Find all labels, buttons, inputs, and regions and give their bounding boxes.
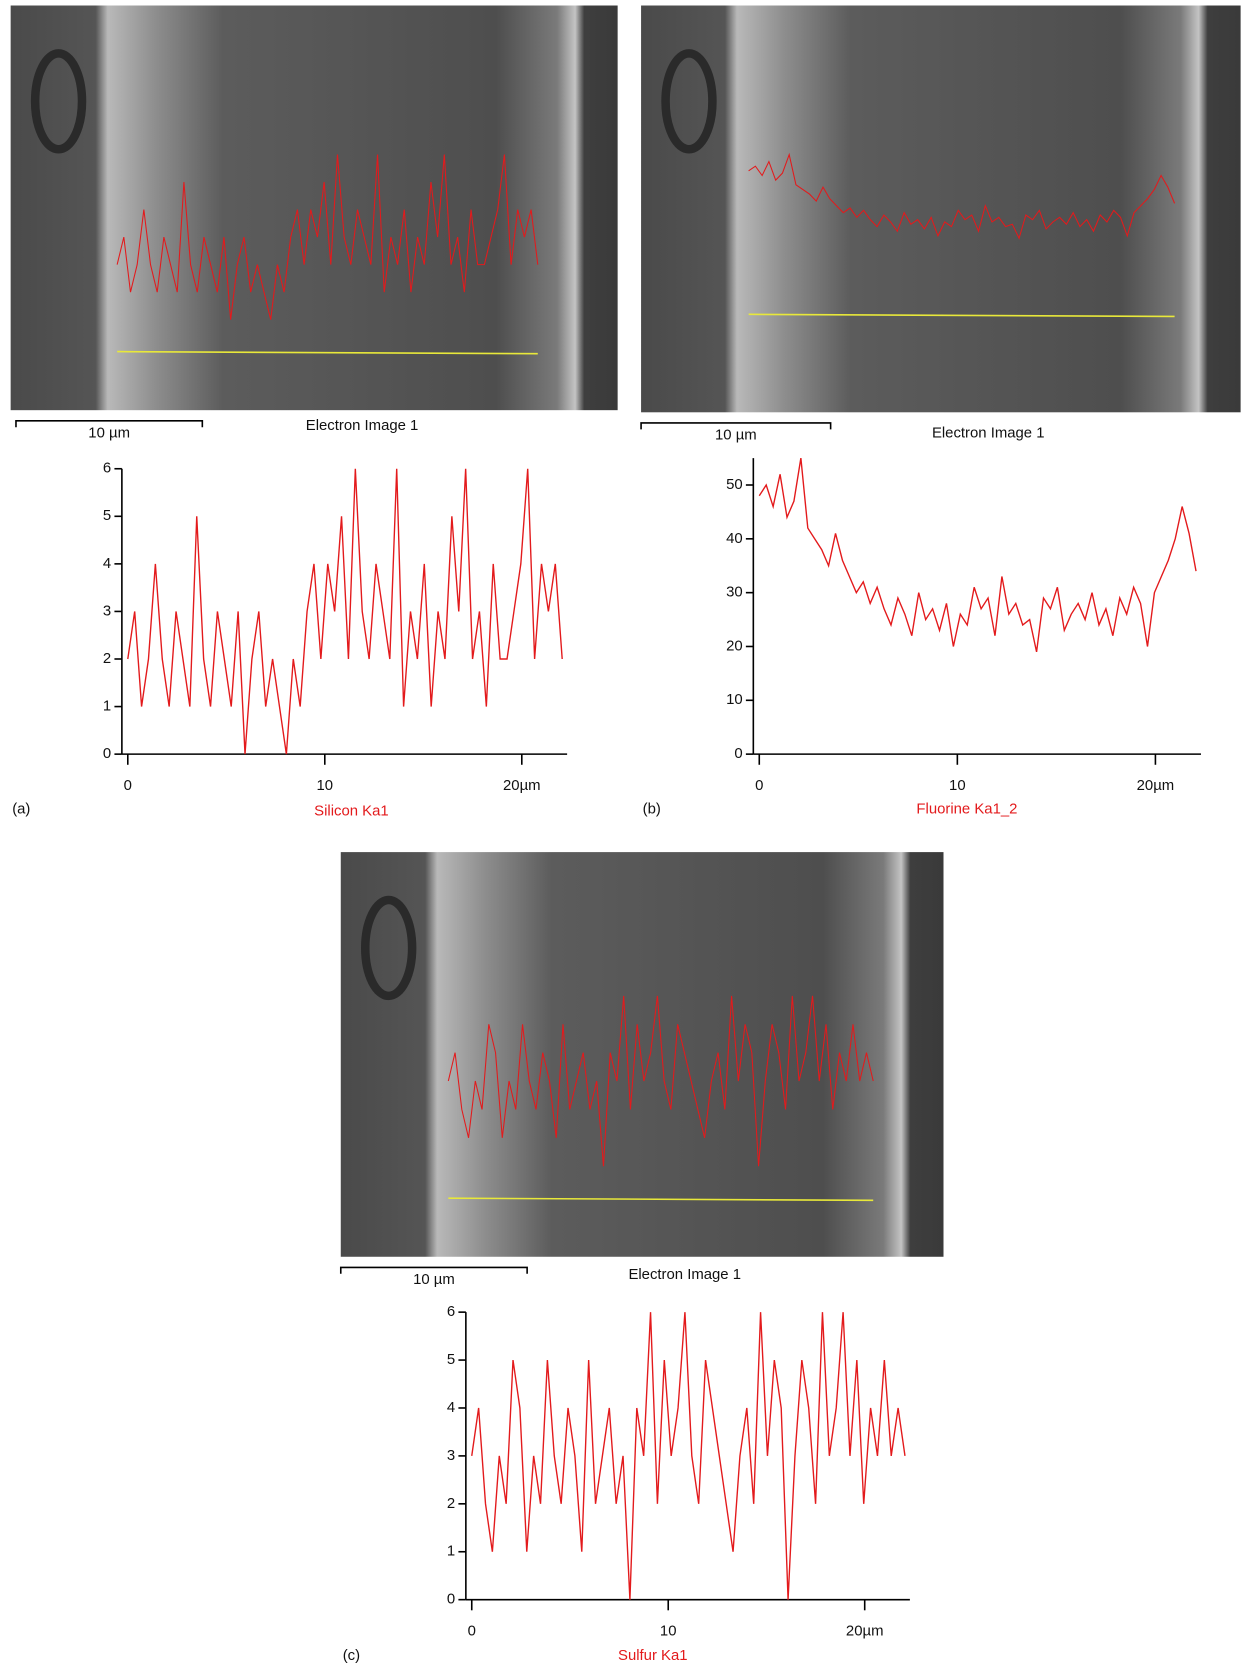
data-line: [471, 1312, 906, 1600]
y-tick-label: 30: [726, 585, 743, 601]
y-tick-label: 6: [103, 461, 111, 477]
scan-line: [117, 350, 538, 355]
scan-line: [448, 1197, 874, 1202]
x-tick-label: 10: [949, 778, 966, 794]
y-tick-label: 0: [103, 746, 111, 762]
data-line: [758, 457, 1197, 653]
sem-image: [340, 852, 944, 1257]
x-tick-label: 10: [317, 778, 334, 794]
scale-bar-label: 10 µm: [413, 1272, 455, 1288]
image-caption: Electron Image 1: [306, 418, 419, 434]
overlay-trace: [748, 152, 1176, 240]
sem-feature: [361, 895, 417, 1001]
scale-bar: [15, 420, 204, 428]
y-tick-label: 4: [103, 556, 111, 572]
overlay-trace: [447, 995, 874, 1167]
y-tick-label: 10: [726, 692, 743, 708]
y-tick-label: 1: [447, 1544, 455, 1560]
sem-feature: [661, 49, 717, 154]
x-axis-label: Fluorine Ka1_2: [916, 801, 1017, 817]
overlay-trace: [116, 154, 539, 320]
data-line: [127, 468, 563, 755]
scale-bar-label: 10 µm: [88, 426, 130, 442]
y-tick-label: 40: [726, 531, 743, 547]
x-tick-label: 20µm: [503, 778, 541, 794]
panel-label: (b): [643, 801, 661, 817]
panel-label: (a): [12, 801, 30, 817]
y-tick-label: 5: [103, 508, 111, 524]
panel-label: (c): [343, 1648, 360, 1664]
scale-bar: [339, 1266, 528, 1274]
y-tick-label: 4: [447, 1400, 455, 1416]
y-tick-label: 50: [726, 477, 743, 493]
x-tick-label: 10: [660, 1624, 677, 1640]
scan-line: [748, 313, 1175, 318]
x-tick-label: 20µm: [846, 1624, 884, 1640]
y-tick-label: 3: [447, 1448, 455, 1464]
x-axis-label: Sulfur Ka1: [618, 1648, 688, 1664]
y-tick-label: 6: [447, 1304, 455, 1320]
scale-bar-label: 10 µm: [715, 428, 757, 444]
y-tick-label: 3: [103, 603, 111, 619]
image-caption: Electron Image 1: [628, 1267, 741, 1283]
y-tick-label: 1: [103, 699, 111, 715]
y-tick-label: 0: [447, 1592, 455, 1608]
scale-bar: [640, 422, 832, 430]
y-tick-label: 2: [447, 1496, 455, 1512]
image-caption: Electron Image 1: [932, 426, 1045, 442]
x-axis-label: Silicon Ka1: [314, 804, 389, 820]
x-tick-label: 0: [468, 1624, 476, 1640]
x-tick-label: 0: [124, 778, 132, 794]
x-tick-label: 0: [755, 778, 763, 794]
y-tick-label: 5: [447, 1352, 455, 1368]
sem-feature: [30, 49, 87, 154]
x-tick-label: 20µm: [1137, 778, 1175, 794]
sem-image: [641, 5, 1241, 413]
sem-image: [10, 5, 618, 411]
y-tick-label: 2: [103, 651, 111, 667]
y-tick-label: 20: [726, 638, 743, 654]
y-tick-label: 0: [734, 746, 742, 762]
